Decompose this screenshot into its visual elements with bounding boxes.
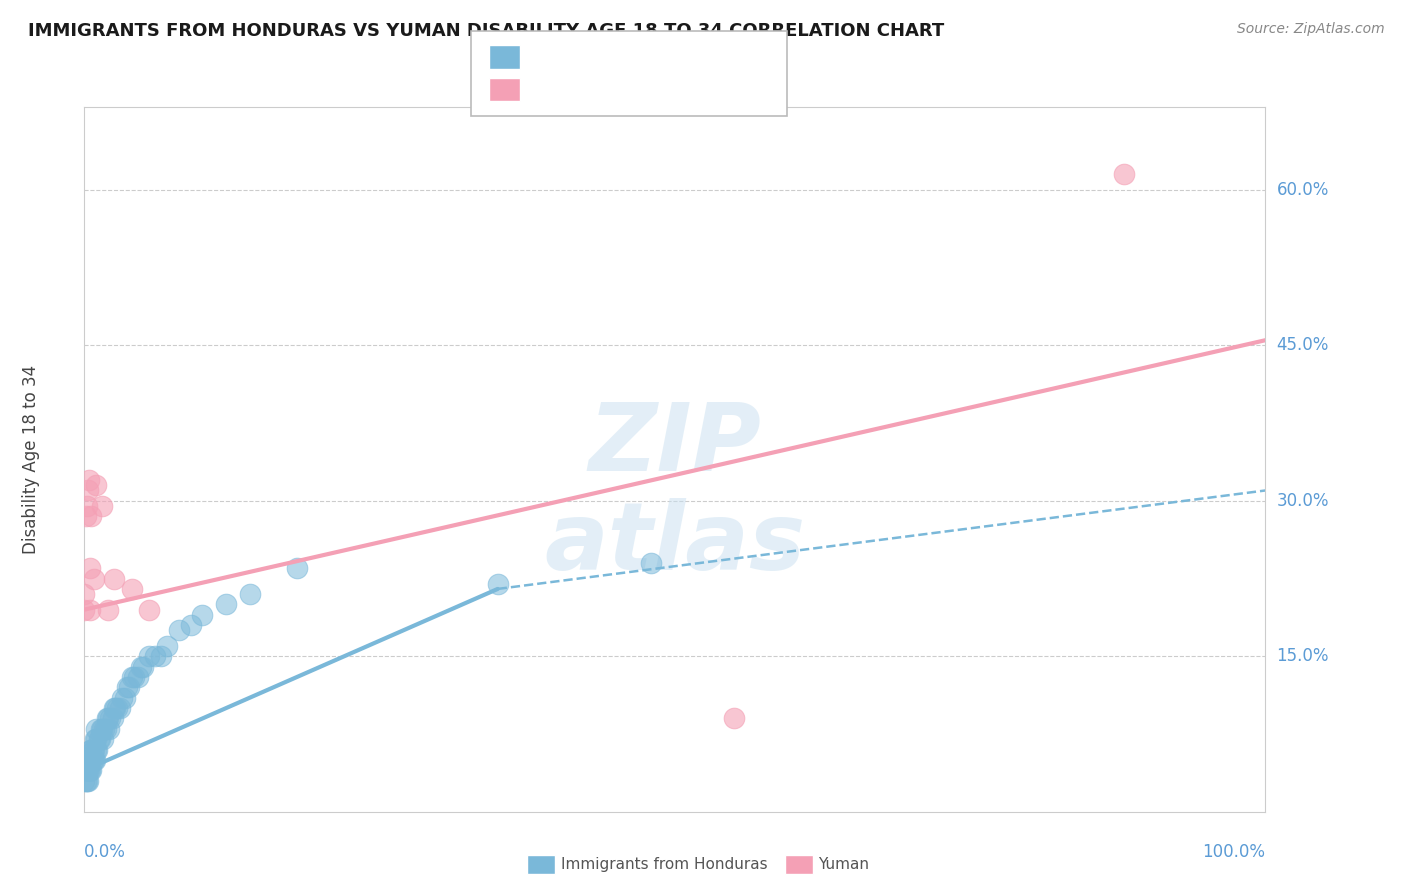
Point bbox=[91, 722, 114, 736]
Point bbox=[93, 722, 115, 736]
Point bbox=[84, 722, 107, 736]
Point bbox=[83, 753, 105, 767]
Point bbox=[76, 764, 98, 778]
Point bbox=[111, 690, 134, 705]
Point bbox=[215, 598, 238, 612]
Text: 15.0%: 15.0% bbox=[1277, 648, 1329, 665]
Point bbox=[76, 753, 98, 767]
Point bbox=[82, 753, 104, 767]
Point bbox=[108, 701, 131, 715]
Text: R = 0.346: R = 0.346 bbox=[530, 47, 621, 65]
Point bbox=[239, 587, 262, 601]
Point bbox=[77, 753, 100, 767]
Point bbox=[84, 732, 107, 747]
Point bbox=[77, 764, 100, 778]
Point bbox=[80, 509, 103, 524]
Text: 60.0%: 60.0% bbox=[1277, 181, 1329, 199]
Point bbox=[143, 649, 166, 664]
Point bbox=[127, 670, 149, 684]
Point bbox=[80, 742, 103, 756]
Point bbox=[91, 732, 114, 747]
Point bbox=[96, 711, 118, 725]
Text: 0.0%: 0.0% bbox=[84, 844, 127, 862]
Point bbox=[77, 764, 100, 778]
Point bbox=[79, 742, 101, 756]
Point bbox=[101, 711, 124, 725]
Point bbox=[80, 753, 103, 767]
Point bbox=[83, 742, 105, 756]
Text: Source: ZipAtlas.com: Source: ZipAtlas.com bbox=[1237, 22, 1385, 37]
Text: Immigrants from Honduras: Immigrants from Honduras bbox=[561, 857, 768, 871]
Point bbox=[121, 670, 143, 684]
Point bbox=[79, 602, 101, 616]
Point bbox=[115, 681, 138, 695]
Point bbox=[97, 602, 120, 616]
Point bbox=[77, 773, 100, 788]
Point bbox=[84, 732, 107, 747]
Point bbox=[84, 753, 107, 767]
Point bbox=[104, 701, 127, 715]
Text: 30.0%: 30.0% bbox=[1277, 491, 1329, 510]
Point bbox=[486, 576, 509, 591]
Text: N = 18: N = 18 bbox=[661, 79, 723, 97]
Point bbox=[84, 478, 107, 492]
Point bbox=[73, 587, 96, 601]
Point bbox=[77, 483, 100, 498]
Point bbox=[75, 509, 97, 524]
Point bbox=[89, 732, 111, 747]
Point bbox=[98, 722, 121, 736]
Point bbox=[1112, 168, 1135, 182]
Point bbox=[156, 639, 179, 653]
Point bbox=[73, 773, 96, 788]
Point bbox=[180, 618, 202, 632]
Point bbox=[150, 649, 173, 664]
Text: 100.0%: 100.0% bbox=[1202, 844, 1265, 862]
Point bbox=[77, 473, 100, 487]
Text: N = 63: N = 63 bbox=[661, 47, 723, 65]
Point bbox=[76, 773, 98, 788]
Point bbox=[75, 764, 97, 778]
Point bbox=[79, 561, 101, 575]
Point bbox=[118, 681, 141, 695]
Point bbox=[98, 711, 121, 725]
Point bbox=[86, 742, 108, 756]
Point bbox=[76, 499, 98, 513]
Point bbox=[191, 607, 214, 622]
Point bbox=[94, 722, 117, 736]
Text: 45.0%: 45.0% bbox=[1277, 336, 1329, 354]
Point bbox=[79, 753, 101, 767]
Point bbox=[132, 659, 155, 673]
Point bbox=[138, 602, 160, 616]
Point bbox=[83, 572, 105, 586]
Text: atlas: atlas bbox=[544, 498, 806, 590]
Point bbox=[138, 649, 160, 664]
Text: ZIP: ZIP bbox=[589, 400, 761, 491]
Point bbox=[90, 722, 112, 736]
Point bbox=[75, 773, 97, 788]
Point bbox=[91, 499, 114, 513]
Point bbox=[82, 742, 104, 756]
Point bbox=[167, 624, 190, 638]
Point bbox=[97, 711, 120, 725]
Point bbox=[107, 701, 129, 715]
Point bbox=[73, 602, 96, 616]
Point bbox=[114, 690, 136, 705]
Point bbox=[103, 572, 125, 586]
Point bbox=[121, 582, 143, 596]
Point bbox=[122, 670, 145, 684]
Point bbox=[640, 556, 662, 570]
Point bbox=[84, 742, 107, 756]
Text: R = 0.459: R = 0.459 bbox=[530, 79, 621, 97]
Text: Disability Age 18 to 34: Disability Age 18 to 34 bbox=[22, 365, 41, 554]
Point bbox=[87, 732, 110, 747]
Point bbox=[723, 711, 745, 725]
Point bbox=[79, 764, 101, 778]
Point bbox=[80, 764, 103, 778]
Point bbox=[285, 561, 308, 575]
Point bbox=[129, 659, 152, 673]
Text: IMMIGRANTS FROM HONDURAS VS YUMAN DISABILITY AGE 18 TO 34 CORRELATION CHART: IMMIGRANTS FROM HONDURAS VS YUMAN DISABI… bbox=[28, 22, 945, 40]
Point bbox=[103, 701, 125, 715]
Text: Yuman: Yuman bbox=[818, 857, 869, 871]
